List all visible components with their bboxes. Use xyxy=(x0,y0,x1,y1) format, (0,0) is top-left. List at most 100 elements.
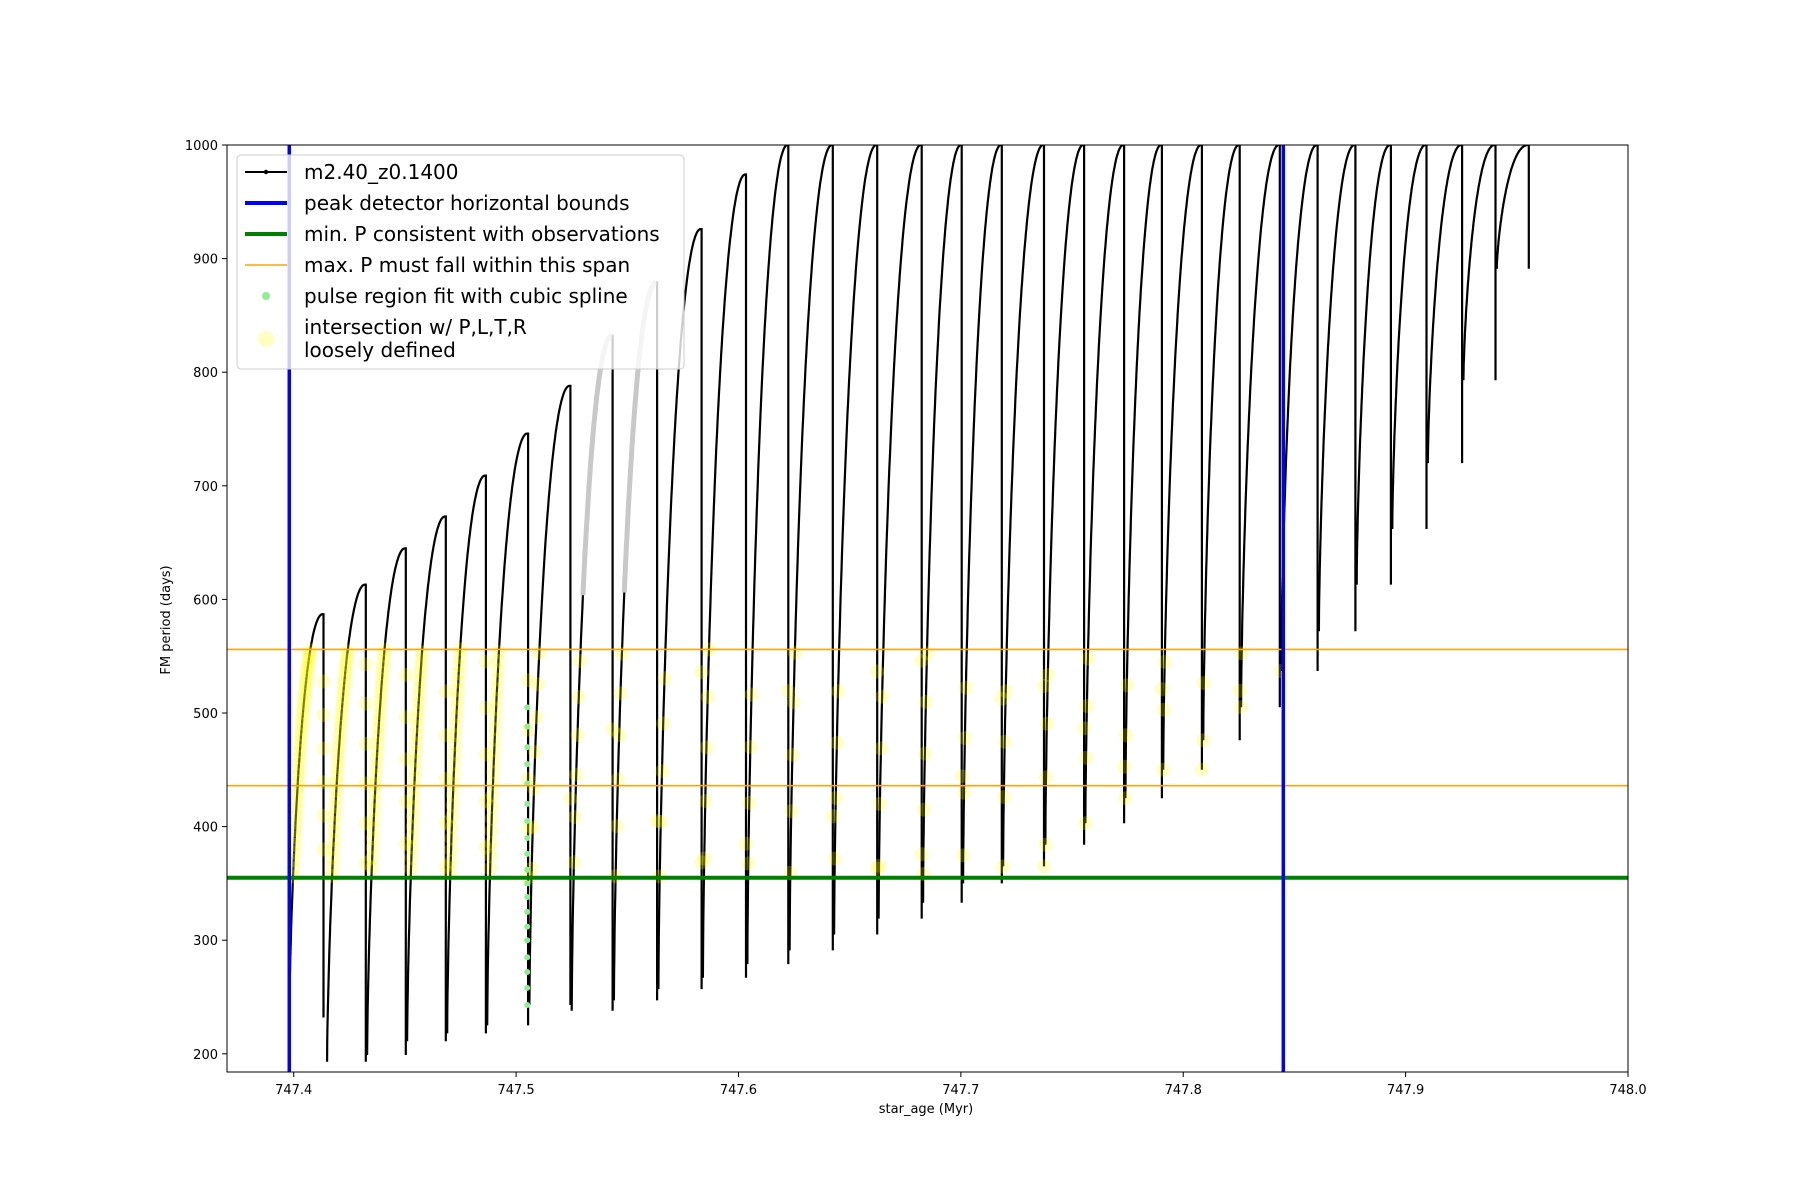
intersection-point xyxy=(872,796,887,811)
intersection-point xyxy=(483,861,498,876)
intersection-point xyxy=(366,812,381,827)
intersection-point xyxy=(337,673,352,688)
intersection-point xyxy=(372,706,387,721)
intersection-point xyxy=(295,716,309,731)
spline-point xyxy=(524,744,531,751)
intersection-point xyxy=(367,794,382,809)
intersection-point xyxy=(366,831,380,846)
intersection-point xyxy=(1038,837,1053,852)
intersection-point xyxy=(358,696,373,711)
intersection-point xyxy=(532,646,547,661)
intersection-point xyxy=(398,710,413,725)
intersection-point xyxy=(447,747,462,762)
intersection-point xyxy=(290,788,305,802)
intersection-point xyxy=(413,673,428,688)
intersection-point xyxy=(299,667,314,682)
intersection-point xyxy=(328,807,342,822)
spline-point xyxy=(524,866,531,873)
intersection-point xyxy=(1117,759,1132,774)
intersection-point xyxy=(958,680,973,695)
intersection-point xyxy=(478,840,493,855)
track-pulse xyxy=(701,173,748,978)
intersection-point xyxy=(917,746,932,761)
intersection-point xyxy=(1040,667,1055,682)
intersection-point xyxy=(1234,646,1249,661)
intersection-point xyxy=(446,767,461,782)
intersection-point xyxy=(614,646,629,661)
legend-label: m2.40_z0.1400 xyxy=(304,160,459,184)
intersection-point xyxy=(996,790,1011,804)
intersection-point xyxy=(488,711,503,726)
intersection-point xyxy=(371,720,386,735)
track-pulse xyxy=(1162,145,1203,770)
intersection-point xyxy=(338,663,353,677)
intersection-point xyxy=(1234,700,1249,715)
intersection-point xyxy=(292,756,307,771)
intersection-point xyxy=(1157,654,1172,669)
intersection-point xyxy=(1037,859,1051,874)
intersection-point xyxy=(413,666,428,680)
intersection-point xyxy=(404,861,418,876)
intersection-point xyxy=(743,740,758,754)
intersection-point xyxy=(332,739,347,754)
intersection-point xyxy=(742,795,757,810)
intersection-point xyxy=(405,830,420,844)
intersection-point xyxy=(316,808,331,823)
intersection-point xyxy=(483,848,498,863)
track-pulse xyxy=(486,432,530,1026)
spline-point xyxy=(524,1001,531,1008)
intersection-point xyxy=(404,840,419,855)
y-tick-label: 500 xyxy=(193,707,218,722)
intersection-point xyxy=(291,762,306,777)
intersection-point xyxy=(292,744,307,759)
intersection-point xyxy=(1156,702,1171,717)
intersection-point xyxy=(368,785,383,800)
intersection-point xyxy=(296,697,311,712)
intersection-point xyxy=(825,809,840,824)
intersection-point xyxy=(448,737,463,752)
intersection-point xyxy=(405,819,420,834)
intersection-point xyxy=(407,771,422,786)
intersection-point xyxy=(294,727,309,742)
intersection-point xyxy=(610,772,625,787)
intersection-point xyxy=(530,677,545,692)
spline-point xyxy=(524,704,531,711)
intersection-point xyxy=(483,836,498,851)
intersection-point xyxy=(294,722,309,737)
intersection-point xyxy=(491,654,506,669)
intersection-point xyxy=(301,653,316,668)
intersection-point xyxy=(831,684,845,699)
intersection-point xyxy=(377,648,391,663)
intersection-point xyxy=(570,727,585,742)
intersection-point xyxy=(404,850,419,865)
track-pulse xyxy=(877,145,923,919)
intersection-point xyxy=(438,684,453,699)
intersection-point xyxy=(297,692,312,707)
track-pulse xyxy=(366,547,407,1056)
intersection-point xyxy=(398,794,413,809)
y-tick-label: 800 xyxy=(193,366,218,381)
intersection-point xyxy=(449,709,464,724)
y-tick-label: 400 xyxy=(193,821,218,836)
intersection-point xyxy=(375,666,390,681)
intersection-point xyxy=(954,769,969,784)
track-pulse xyxy=(788,145,834,951)
intersection-point xyxy=(438,771,453,786)
x-tick-label: 747.5 xyxy=(497,1083,534,1098)
intersection-point xyxy=(1232,683,1247,698)
intersection-point xyxy=(301,656,316,671)
intersection-point xyxy=(288,815,303,830)
intersection-point xyxy=(444,831,459,846)
intersection-point xyxy=(484,811,499,826)
x-tick-label: 748.0 xyxy=(1609,1083,1646,1098)
track-pulse xyxy=(1317,145,1357,632)
intersection-point xyxy=(358,776,373,791)
intersection-point xyxy=(412,680,427,695)
intersection-point xyxy=(358,816,373,831)
intersection-point xyxy=(489,691,504,706)
intersection-point xyxy=(521,821,536,836)
intersection-point xyxy=(451,674,466,689)
plot-frame xyxy=(226,144,1629,1073)
track-pulse xyxy=(833,145,879,935)
y-tick-label: 900 xyxy=(193,253,218,268)
